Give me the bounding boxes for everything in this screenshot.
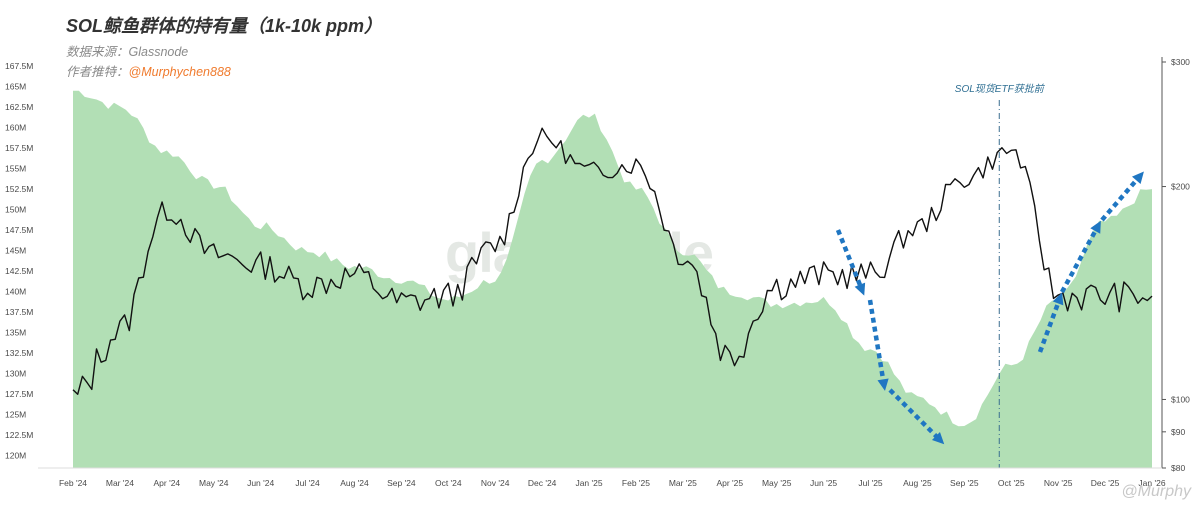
y-left-tick-label: 167.5M <box>5 61 33 71</box>
corner-watermark: @Murphy <box>1121 483 1191 500</box>
etf-approval-label: SOL现货ETF获批前 <box>955 83 1046 95</box>
y-left-tick-label: 150M <box>5 205 26 215</box>
area-layer <box>73 90 1152 468</box>
x-tick-label: Sep '24 <box>387 478 416 488</box>
y-right-tick-label: $300 <box>1171 57 1190 67</box>
axis-layer: 120M 122.5M 125M 127.5M 130M 132.5M 135M 137.5M… <box>5 57 1190 488</box>
x-tick-label: Jan '26 <box>1138 478 1165 488</box>
trend-arrow-2-head <box>877 378 889 391</box>
x-tick-label: Jul '24 <box>295 478 320 488</box>
x-tick-label: Nov '24 <box>481 478 510 488</box>
trend-arrow-6-shaft <box>1100 174 1142 222</box>
x-tick-label: Dec '25 <box>1091 478 1120 488</box>
trend-arrow-4-shaft <box>1037 297 1063 353</box>
x-tick-label: Mar '25 <box>669 478 697 488</box>
chart-title: SOL鲸鱼群体的持有量（1k-10k ppm） <box>66 16 383 36</box>
trend-arrow-4-head <box>1052 292 1064 306</box>
x-tick-label: Jun '24 <box>247 478 274 488</box>
y-left-tick-label: 140M <box>5 287 26 297</box>
x-tick-label: Apr '25 <box>716 478 743 488</box>
y-left-tick-label: 132.5M <box>5 348 33 358</box>
y-left-tick-label: 135M <box>5 328 26 338</box>
y-left-tick-label: 125M <box>5 410 26 420</box>
x-tick-label: Jun '25 <box>810 478 837 488</box>
trend-arrow-6-head <box>1131 171 1144 185</box>
x-tick-label: May '24 <box>199 478 229 488</box>
trend-arrow-1-head <box>854 282 866 296</box>
x-tick-label: Aug '25 <box>903 478 932 488</box>
y-right-tick-label: $90 <box>1171 427 1185 437</box>
price-line-layer <box>72 127 1153 395</box>
x-tick-label: Nov '25 <box>1044 478 1073 488</box>
y-left-tick-label: 147.5M <box>5 225 33 235</box>
sol-price-line <box>72 127 1153 395</box>
trend-arrow-1-shaft <box>835 229 865 291</box>
y-left-tick-label: 127.5M <box>5 389 33 399</box>
x-tick-label: May '25 <box>762 478 792 488</box>
x-tick-label: Jul '25 <box>858 478 883 488</box>
x-tick-label: Jan '25 <box>575 478 602 488</box>
data-source-label: 数据来源：Glassnode <box>66 45 189 59</box>
x-tick-label: Mar '24 <box>106 478 134 488</box>
trend-arrow-3-head <box>931 431 945 445</box>
author-credit: 作者推特：@Murphychen888 <box>66 61 231 80</box>
x-tick-label: Feb '25 <box>622 478 650 488</box>
y-left-tick-label: 155M <box>5 164 26 174</box>
y-left-tick-label: 165M <box>5 82 26 92</box>
x-tick-label: Dec '24 <box>528 478 557 488</box>
x-tick-label: Oct '24 <box>435 478 462 488</box>
y-left-tick-label: 145M <box>5 246 26 256</box>
trend-arrow-3-shaft <box>888 388 942 442</box>
y-left-tick-label: 120M <box>5 451 26 461</box>
x-tick-label: Aug '24 <box>340 478 369 488</box>
trend-arrow-5-shaft <box>1060 224 1100 294</box>
y-left-tick-label: 160M <box>5 123 26 133</box>
y-right-tick-label: $200 <box>1171 182 1190 192</box>
y-left-tick-label: 157.5M <box>5 143 33 153</box>
trend-arrow-5-head <box>1090 220 1101 234</box>
y-left-tick-label: 162.5M <box>5 102 33 112</box>
x-tick-label: Apr '24 <box>153 478 180 488</box>
author-handle[interactable]: @Murphychen888 <box>128 65 231 79</box>
y-right-tick-label: $100 <box>1171 394 1190 404</box>
x-tick-label: Oct '25 <box>998 478 1025 488</box>
y-left-tick-label: 152.5M <box>5 184 33 194</box>
y-left-tick-label: 122.5M <box>5 430 33 440</box>
x-tick-label: Sep '25 <box>950 478 979 488</box>
y-left-tick-label: 130M <box>5 369 26 379</box>
y-left-tick-label: 142.5M <box>5 266 33 276</box>
x-tick-label: Feb '24 <box>59 478 87 488</box>
author-prefix: 作者推特： <box>66 65 129 79</box>
y-right-tick-label: $80 <box>1171 463 1185 473</box>
whale-holdings-area <box>73 90 1152 468</box>
annotation-layer: SOL现货ETF获批前 <box>835 83 1144 468</box>
y-left-tick-label: 137.5M <box>5 307 33 317</box>
